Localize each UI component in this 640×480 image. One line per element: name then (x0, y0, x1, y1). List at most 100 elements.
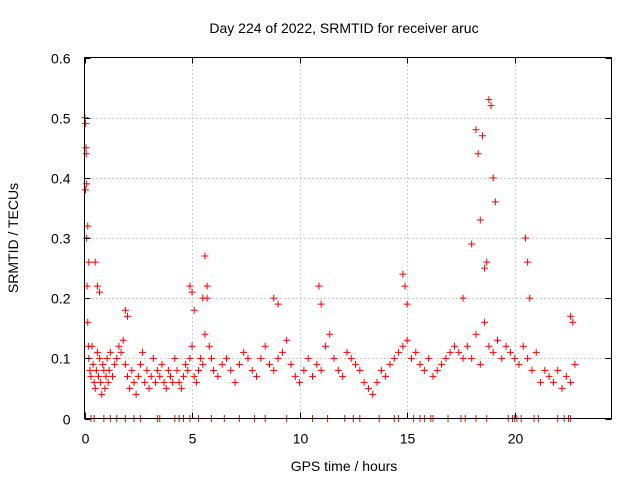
data-point (128, 366, 136, 374)
data-point (158, 360, 166, 368)
chart-title: Day 224 of 2022, SRMTID for receiver aru… (209, 20, 478, 36)
data-point (425, 354, 433, 362)
data-point (106, 348, 114, 356)
data-point (265, 360, 273, 368)
data-point (472, 330, 480, 338)
data-point (438, 360, 446, 368)
data-point (214, 372, 222, 380)
y-tick-label: 0.5 (51, 111, 71, 127)
data-point (93, 348, 101, 356)
data-point (450, 342, 458, 350)
data-point (231, 378, 239, 386)
data-point (184, 366, 192, 374)
data-point (169, 378, 177, 386)
data-point (476, 216, 484, 224)
data-point (188, 342, 196, 350)
data-point (190, 306, 198, 314)
data-point (521, 234, 529, 242)
data-point (330, 354, 338, 362)
data-point (175, 378, 183, 386)
data-point (92, 366, 100, 374)
data-point (151, 378, 159, 386)
y-tick-label: 0.4 (51, 171, 71, 187)
data-point (91, 384, 99, 392)
data-point (524, 258, 532, 266)
data-point (511, 354, 519, 362)
data-point (569, 318, 577, 326)
data-point (91, 258, 99, 266)
data-point (119, 336, 127, 344)
data-point (85, 258, 93, 266)
data-point (162, 384, 170, 392)
data-point (253, 372, 261, 380)
data-point (173, 366, 181, 374)
data-point (93, 282, 101, 290)
data-point (90, 378, 98, 386)
data-point (147, 372, 155, 380)
data-point (468, 354, 476, 362)
data-point (87, 372, 95, 380)
data-point (115, 342, 123, 350)
data-point (485, 342, 493, 350)
data-point (121, 306, 129, 314)
data-point (528, 366, 536, 374)
data-point (207, 354, 215, 362)
data-point (257, 354, 265, 362)
data-point (96, 354, 104, 362)
data-point (130, 378, 138, 386)
data-point (86, 366, 94, 374)
data-point (244, 354, 252, 362)
data-point (154, 366, 162, 374)
data-point (321, 342, 329, 350)
data-point (124, 372, 132, 380)
data-point (395, 348, 403, 356)
axis-ticks: 0 0.1 0.2 0.3 0.4 0.5 0.6 0 5 10 15 20 (51, 51, 612, 447)
data-point (205, 342, 213, 350)
data-point (149, 354, 157, 362)
data-point (399, 270, 407, 278)
data-point (459, 294, 467, 302)
data-point (481, 264, 489, 272)
data-point (240, 348, 248, 356)
data-point (478, 132, 486, 140)
data-point (270, 294, 278, 302)
data-point (139, 348, 147, 356)
data-point (317, 366, 325, 374)
data-point (429, 372, 437, 380)
data-point (222, 354, 230, 362)
data-point (446, 348, 454, 356)
data-point (537, 378, 545, 386)
data-point (315, 282, 323, 290)
data-point (283, 336, 291, 344)
data-point (360, 378, 368, 386)
data-point (261, 342, 269, 350)
data-point (82, 150, 90, 158)
data-point (386, 360, 394, 368)
data-point (145, 384, 153, 392)
data-point (179, 372, 187, 380)
data-point (84, 318, 92, 326)
data-point (199, 360, 207, 368)
data-point (526, 294, 534, 302)
data-point (248, 366, 256, 374)
data-point (160, 378, 168, 386)
data-point (524, 354, 532, 362)
data-point (390, 354, 398, 362)
data-point (190, 372, 198, 380)
data-point (197, 354, 205, 362)
data-point (199, 294, 207, 302)
data-point (182, 360, 190, 368)
data-point (177, 384, 185, 392)
data-point (515, 360, 523, 368)
data-point (287, 360, 295, 368)
data-point (97, 378, 105, 386)
data-point (377, 366, 385, 374)
data-point (164, 366, 172, 374)
data-point (554, 366, 562, 374)
data-point (459, 354, 467, 362)
data-point (407, 354, 415, 362)
data-point (132, 390, 140, 398)
data-point (326, 330, 334, 338)
data-point (558, 384, 566, 392)
data-point (201, 252, 209, 260)
